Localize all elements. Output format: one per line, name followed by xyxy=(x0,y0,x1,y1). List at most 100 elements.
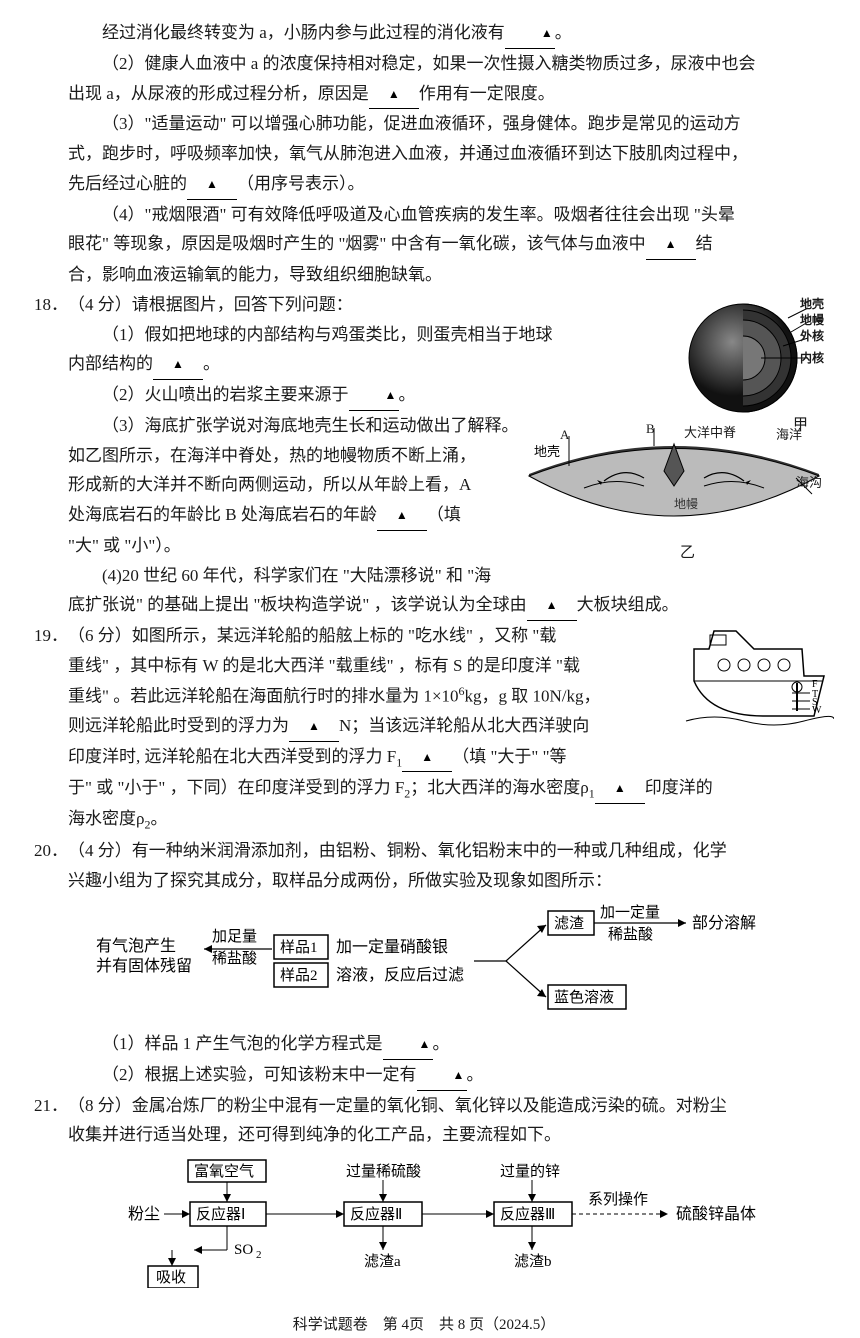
figure-ocean: 地壳 地幔 A B 大洋中脊 海洋 海沟 乙 xyxy=(524,426,824,566)
svg-text:SO: SO xyxy=(234,1242,253,1258)
label-ridge: 大洋中脊 xyxy=(684,422,736,445)
svg-text:富氧空气: 富氧空气 xyxy=(194,1162,254,1180)
text: （3）海底扩张学说对海底地壳生长和运动做出了解释。 xyxy=(102,416,519,435)
text: （4 分）请根据图片，回答下列问题： xyxy=(68,295,353,314)
svg-text:部分溶解: 部分溶解 xyxy=(692,914,756,932)
text: 。 xyxy=(203,354,220,373)
blank-19-3 xyxy=(595,773,645,804)
text: 经过消化最终转变为 a，小肠内参与此过程的消化液有 xyxy=(102,23,505,42)
text: 式，跑步时，呼吸频率加快，氧气从肺泡进入血液，并通过血液循环到达下肢肌肉过程中， xyxy=(68,144,748,163)
label-ocean: 海洋 xyxy=(776,424,802,447)
text: 。 xyxy=(150,809,167,828)
svg-text:地壳: 地壳 xyxy=(534,444,560,459)
svg-text:系列操作: 系列操作 xyxy=(588,1191,648,1208)
svg-text:加一定量: 加一定量 xyxy=(600,904,660,921)
svg-text:溶液，反应后过滤: 溶液，反应后过滤 xyxy=(336,965,464,984)
text: （1）样品 1 产生气泡的化学方程式是 xyxy=(102,1034,383,1053)
text: 眼花" 等现象，原因是吸烟时产生的 "烟雾" 中含有一氧化碳，该气体与血液中 xyxy=(68,234,646,253)
text: 则远洋轮船此时受到的浮力为 xyxy=(68,716,289,735)
text: （2）火山喷出的岩浆主要来源于 xyxy=(102,385,349,404)
text: （2）根据上述实验，可知该粉末中一定有 xyxy=(102,1065,417,1084)
text: （4 分）有一种纳米润滑添加剂，由铝粉、铜粉、氧化铝粉末中的一种或几种组成，化学 xyxy=(68,841,727,860)
text: 内部结构的 xyxy=(68,354,153,373)
label-crust: 地壳 xyxy=(800,296,824,312)
question-number-19: 19． xyxy=(34,621,68,651)
label-trench: 海沟 xyxy=(796,472,822,495)
svg-text:吸收: 吸收 xyxy=(156,1269,186,1286)
figure-earth: 地壳 地幔 外核 内核 甲 xyxy=(683,290,818,425)
text: 合，影响血液运输氧的能力，导致组织细胞缺氧。 xyxy=(68,265,442,284)
svg-text:稀盐酸: 稀盐酸 xyxy=(212,950,257,967)
svg-text:2: 2 xyxy=(256,1249,262,1261)
blank-heart-seq xyxy=(187,169,237,200)
text: （8 分）金属冶炼厂的粉尘中混有一定量的氧化铜、氧化锌以及能造成污染的硫。对粉尘 xyxy=(68,1096,727,1115)
blank-19-2 xyxy=(402,742,452,773)
question-number-20: 20． xyxy=(34,836,68,866)
svg-text:并有固体残留: 并有固体残留 xyxy=(96,957,192,975)
question-number-21: 21． xyxy=(34,1091,68,1121)
text: 重线" ，其中标有 W 的是北大西洋 "载重线" ，标有 S 的是印度洋 "载 xyxy=(68,656,580,675)
text: （填 xyxy=(427,505,461,524)
svg-text:蓝色溶液: 蓝色溶液 xyxy=(554,989,614,1006)
text: 底扩张说" 的基础上提出 "板块构造学说" ，该学说认为全球由 xyxy=(68,595,527,614)
text: 大板块组成。 xyxy=(577,595,679,614)
text: （用序号表示）。 xyxy=(237,174,365,193)
page-footer: 科学试题卷 第 4页 共 8 页（2024.5） xyxy=(28,1312,820,1338)
svg-text:稀盐酸: 稀盐酸 xyxy=(608,926,653,943)
text: 。 xyxy=(399,385,416,404)
caption-yi: 乙 xyxy=(680,540,695,566)
svg-text:滤渣a: 滤渣a xyxy=(364,1253,401,1270)
svg-text:有气泡产生: 有气泡产生 xyxy=(96,937,176,955)
text: kg，g 取 10N/kg， xyxy=(465,686,601,705)
text: （1）假如把地球的内部结构与鸡蛋类比，则蛋壳相当于地球 xyxy=(102,325,553,344)
blank-digestive-fluid xyxy=(505,18,555,49)
text: 。 xyxy=(467,1065,484,1084)
svg-text:反应器Ⅰ: 反应器Ⅰ xyxy=(196,1205,245,1223)
svg-text:地幔: 地幔 xyxy=(674,496,698,511)
blank-hemoglobin xyxy=(646,229,696,260)
text: 印度洋时, 远洋轮船在北大西洋受到的浮力 F xyxy=(68,747,396,766)
flowchart-q21: 富氧空气 过量稀硫酸 过量的锌 粉尘 反应器Ⅰ 反应器Ⅱ xyxy=(128,1158,820,1298)
text: 出现 a，从尿液的形成过程分析，原因是 xyxy=(68,84,369,103)
svg-text:过量稀硫酸: 过量稀硫酸 xyxy=(346,1163,421,1180)
text: （6 分）如图所示，某远洋轮船的船舷上标的 "吃水线" ，又称 "载 xyxy=(68,626,556,645)
svg-text:过量的锌: 过量的锌 xyxy=(500,1163,560,1180)
label-a: A xyxy=(560,424,569,447)
text: （3）"适量运动" 可以增强心肺功能，促进血液循环，强身健体。跑步是常见的运动方 xyxy=(102,114,741,133)
text: 于" 或 "小于" ，下同）在印度洋受到的浮力 F xyxy=(68,778,404,797)
text: 收集并进行适当处理，还可得到纯净的化工产品，主要流程如下。 xyxy=(68,1125,561,1144)
svg-text:加一定量硝酸银: 加一定量硝酸银 xyxy=(336,938,448,956)
text: 兴趣小组为了探究其成分，取样品分成两份，所做实验及现象如图所示： xyxy=(68,871,612,890)
svg-text:样品2: 样品2 xyxy=(280,967,318,984)
question-number-18: 18． xyxy=(34,290,68,320)
label-mantle: 地幔 xyxy=(800,312,824,328)
text: 。 xyxy=(433,1034,450,1053)
svg-text:滤渣b: 滤渣b xyxy=(514,1253,552,1270)
svg-text:硫酸锌晶体: 硫酸锌晶体 xyxy=(676,1205,756,1223)
blank-reason xyxy=(369,79,419,110)
text: （2）健康人血液中 a 的浓度保持相对稳定，如果一次性摄入糖类物质过多，尿液中也… xyxy=(102,54,756,73)
text: 处海底岩石的年龄比 B 处海底岩石的年龄 xyxy=(68,505,377,524)
text: 如乙图所示，在海洋中脊处，热的地幔物质不断上涌， xyxy=(68,446,476,465)
blank-20-2 xyxy=(417,1060,467,1091)
text: "大" 或 "小"）。 xyxy=(68,536,181,555)
text: 重线" 。若此远洋轮船在海面航行时的排水量为 1×10 xyxy=(68,686,459,705)
blank-18-2 xyxy=(349,380,399,411)
text: 结 xyxy=(696,234,713,253)
text: 形成新的大洋并不断向两侧运动，所以从年龄上看，A xyxy=(68,475,471,494)
svg-text:反应器Ⅱ: 反应器Ⅱ xyxy=(350,1205,402,1223)
flowchart-q20: 有气泡产生 并有固体残留 加足量 稀盐酸 样品1 样品2 加一定量硝酸银 溶液，… xyxy=(96,901,820,1023)
label-b: B xyxy=(646,418,655,441)
figure-ship: F T S W xyxy=(684,621,834,731)
svg-text:反应器Ⅲ: 反应器Ⅲ xyxy=(500,1205,555,1223)
text: (4)20 世纪 60 年代，科学家们在 "大陆漂移说" 和 "海 xyxy=(102,566,491,585)
text: 海水密度ρ xyxy=(68,809,144,828)
text: 作用有一定限度。 xyxy=(419,84,555,103)
text: N；当该远洋轮船从北大西洋驶向 xyxy=(339,716,589,735)
blank-18-1 xyxy=(153,349,203,380)
blank-18-3 xyxy=(377,500,427,531)
blank-20-1 xyxy=(383,1029,433,1060)
label-outer-core: 外核 xyxy=(800,328,824,344)
text: 。 xyxy=(555,23,572,42)
text: （4）"戒烟限酒" 可有效降低呼吸道及心血管疾病的发生率。吸烟者往往会出现 "头… xyxy=(102,205,735,224)
